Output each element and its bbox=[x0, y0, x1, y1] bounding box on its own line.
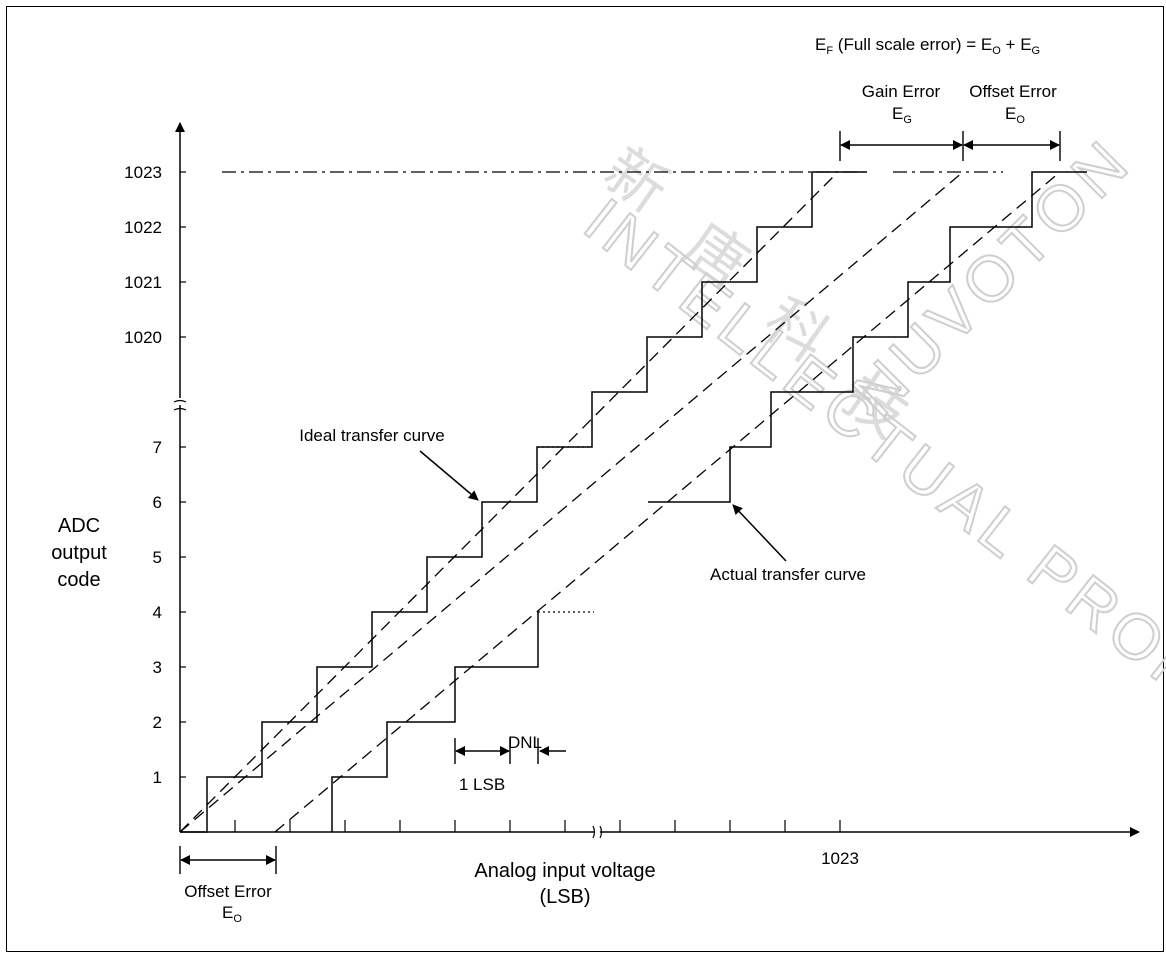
ideal-center-line bbox=[179, 171, 964, 833]
bottom-offset-error-label: Offset Error bbox=[184, 882, 272, 901]
x-axis-title-line-1: Analog input voltage bbox=[474, 860, 655, 882]
one-lsb-dimension bbox=[454, 738, 511, 764]
watermark: 新 唐 科 技 INTELLECTUAL PROPERTY NUVOTON bbox=[570, 123, 1166, 834]
bottom-offset-dimension bbox=[179, 846, 277, 874]
y-axis-title-line-3: code bbox=[57, 569, 100, 591]
x-ticks bbox=[234, 820, 841, 832]
dnl-dimension bbox=[537, 738, 566, 764]
y-tick-5: 5 bbox=[153, 548, 162, 567]
bottom-offset-symbol: EO bbox=[222, 903, 242, 925]
watermark-brand: NUVOTON bbox=[839, 124, 1145, 430]
y-tick-6: 6 bbox=[153, 493, 162, 512]
y-axis-title: ADC output code bbox=[51, 515, 107, 591]
x-tick-1023: 1023 bbox=[821, 849, 859, 868]
y-tick-2: 2 bbox=[153, 713, 162, 732]
y-tick-1023: 1023 bbox=[124, 163, 162, 182]
y-tick-labels: 1 2 3 4 5 6 7 1020 1021 1022 1023 bbox=[124, 163, 162, 787]
top-error-dimensions bbox=[839, 131, 1061, 161]
y-tick-7: 7 bbox=[153, 438, 162, 457]
y-axis-title-line-2: output bbox=[51, 542, 107, 564]
x-axis-title-line-2: (LSB) bbox=[539, 886, 590, 908]
y-tick-3: 3 bbox=[153, 658, 162, 677]
dnl-label: DNL bbox=[508, 733, 542, 752]
dashed-fit-lines bbox=[179, 171, 1061, 833]
diagram-frame bbox=[6, 6, 1164, 952]
one-lsb-label: 1 LSB bbox=[459, 775, 505, 794]
ideal-transfer-label: Ideal transfer curve bbox=[299, 426, 445, 445]
actual-transfer-label: Actual transfer curve bbox=[710, 565, 866, 584]
gain-error-symbol: EG bbox=[892, 104, 912, 126]
full-scale-error-formula: EF (Full scale error) = EO + EG bbox=[815, 35, 1040, 57]
y-axis-break bbox=[173, 399, 187, 411]
y-axis-title-line-1: ADC bbox=[58, 515, 100, 537]
actual-transfer-arrow bbox=[732, 504, 787, 562]
x-axis-title: Analog input voltage (LSB) bbox=[474, 860, 655, 908]
y-tick-1022: 1022 bbox=[124, 218, 162, 237]
top-offset-error-label: Offset Error bbox=[969, 82, 1057, 101]
actual-staircase-lower bbox=[331, 612, 539, 832]
y-tick-1: 1 bbox=[153, 768, 162, 787]
actual-staircase-upper bbox=[648, 171, 1087, 503]
gain-error-label: Gain Error bbox=[862, 82, 941, 101]
y-ticks bbox=[180, 171, 186, 778]
watermark-latin: INTELLECTUAL PROPERTY bbox=[571, 184, 1166, 833]
x-axis-break bbox=[592, 825, 603, 839]
ideal-transfer-arrow bbox=[419, 450, 479, 501]
axes bbox=[173, 122, 1140, 839]
y-tick-4: 4 bbox=[153, 603, 162, 622]
y-tick-1021: 1021 bbox=[124, 273, 162, 292]
y-tick-1020: 1020 bbox=[124, 328, 162, 347]
top-offset-symbol: EO bbox=[1005, 104, 1025, 126]
ideal-fit-line bbox=[179, 171, 839, 833]
